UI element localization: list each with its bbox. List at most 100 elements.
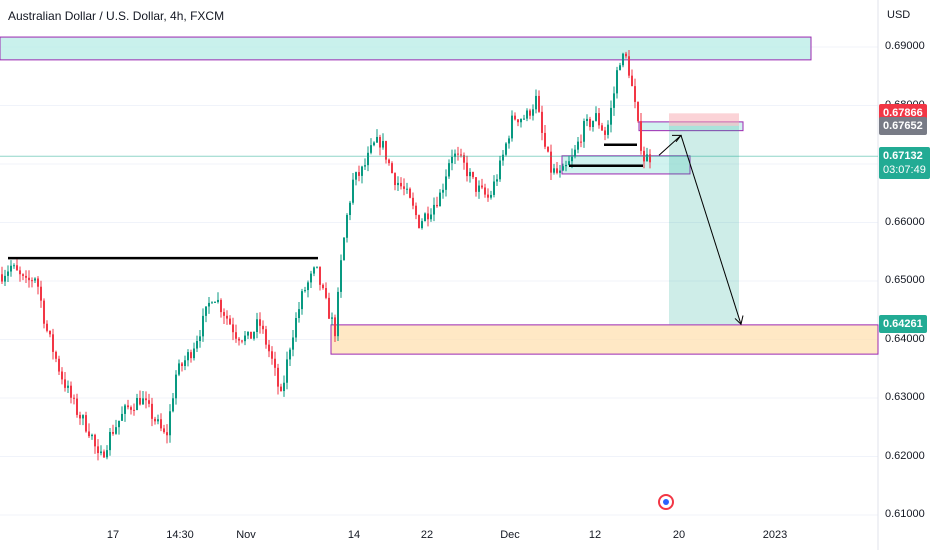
price-badge: 0.67132 03:07:49: [879, 147, 930, 180]
candle-body: [646, 154, 648, 162]
candle-body: [109, 432, 111, 451]
supply-zone: [0, 36, 812, 61]
x-tick-label: 12: [588, 529, 602, 541]
price-badge: 0.64261: [879, 315, 927, 334]
candle-body: [436, 204, 438, 207]
candle-body: [583, 121, 585, 142]
candle-body: [373, 142, 375, 146]
candle-body: [304, 290, 306, 292]
candle-body: [502, 154, 504, 161]
candle-body: [325, 288, 327, 298]
candle-body: [367, 152, 369, 166]
x-tick-label: 20: [672, 529, 686, 541]
candle-body: [64, 379, 66, 388]
candle-body: [418, 215, 420, 229]
candle-body: [10, 265, 12, 272]
candle-body: [190, 352, 192, 359]
candle-body: [559, 170, 561, 173]
y-tick-label: 0.63000: [885, 391, 925, 403]
candle-body: [364, 165, 366, 167]
candle-body: [58, 358, 60, 372]
candle-body: [331, 317, 333, 319]
projection-down: [680, 135, 742, 325]
candle-body: [235, 332, 237, 339]
y-tick-label: 0.69000: [885, 40, 925, 52]
candle-body: [298, 309, 300, 319]
candle-body: [526, 110, 528, 119]
candle-body: [94, 434, 96, 447]
candle-body: [205, 306, 207, 316]
candle-body: [34, 278, 36, 281]
candle-body: [589, 118, 591, 128]
candle-body: [625, 53, 627, 57]
candle-body: [241, 340, 243, 342]
candle-body: [130, 407, 132, 410]
demand-zone: [330, 324, 879, 355]
candle-body: [283, 382, 285, 392]
candle-body: [124, 405, 126, 414]
candle-body: [307, 282, 309, 291]
candle-body: [454, 153, 456, 157]
candle-body: [463, 155, 465, 163]
x-tick-label: 17: [106, 529, 120, 541]
candle-body: [508, 138, 510, 144]
candle-body: [274, 358, 276, 368]
candle-body: [211, 302, 213, 304]
candle-body: [85, 415, 87, 432]
candle-body: [598, 113, 600, 126]
candle-body: [586, 118, 588, 122]
candle-body: [637, 101, 639, 122]
candle-body: [250, 331, 252, 339]
price-badge-value: 0.67652: [883, 119, 923, 132]
candle-body: [451, 156, 453, 164]
currency-label: USD: [887, 9, 911, 21]
candle-body: [391, 163, 393, 174]
candle-body: [100, 451, 102, 454]
candle-body: [514, 115, 516, 120]
candle-body: [490, 194, 492, 198]
candle-body: [523, 118, 525, 120]
candle-body: [397, 182, 399, 186]
candle-body: [91, 434, 93, 437]
candle-body: [22, 274, 24, 276]
candle-body: [556, 168, 558, 173]
candle-body: [322, 284, 324, 289]
candle-body: [127, 405, 129, 408]
candle-body: [319, 266, 321, 285]
x-tick-label: Dec: [500, 529, 520, 541]
candle-body: [76, 398, 78, 415]
candle-body: [580, 141, 582, 143]
candle-body: [226, 315, 228, 319]
candle-body: [595, 113, 597, 121]
candle-body: [133, 409, 135, 411]
candle-body: [103, 451, 105, 458]
candle-body: [424, 213, 426, 222]
x-tick-label: 14: [347, 529, 361, 541]
candle-body: [496, 179, 498, 182]
candle-body: [31, 280, 33, 282]
candle-body: [202, 315, 204, 337]
price-badge: 0.67652: [879, 116, 927, 135]
candle-body: [511, 115, 513, 139]
candle-body: [505, 143, 507, 155]
projection-up: [658, 134, 682, 156]
candle-body: [163, 428, 165, 433]
candle-body: [592, 120, 594, 128]
candle-body: [415, 205, 417, 216]
candle-body: [340, 260, 342, 292]
candle-body: [301, 291, 303, 310]
candle-body: [394, 173, 396, 186]
candle-body: [412, 197, 414, 206]
candle-body: [217, 299, 219, 302]
candle-body: [43, 300, 45, 324]
candle-body: [370, 145, 372, 153]
candle-body: [295, 318, 297, 338]
candle-body: [409, 188, 411, 198]
candle-body: [334, 317, 336, 337]
candle-body: [565, 164, 567, 167]
candle-body: [175, 374, 177, 399]
candle-body: [520, 119, 522, 123]
candle-body: [616, 70, 618, 94]
